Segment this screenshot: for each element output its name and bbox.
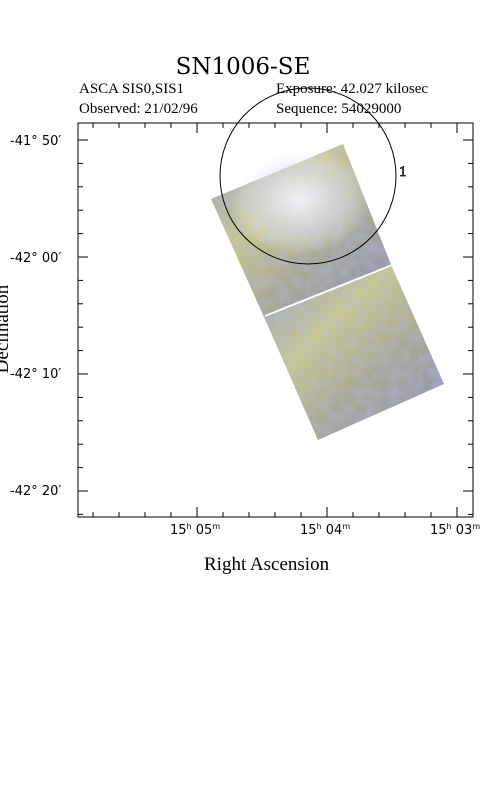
region-marker-label: 1 xyxy=(399,164,407,180)
bright-emission xyxy=(230,145,370,255)
y-tick-label: -42° 20′ xyxy=(10,484,61,499)
x-axis-title: Right Ascension xyxy=(204,554,330,575)
y-tick-label: -42° 00′ xyxy=(10,251,61,266)
x-tick-label: 15h 05m xyxy=(170,522,220,538)
y-tick-label: -41° 50′ xyxy=(10,134,61,149)
exposure-label: Exposure: 42.027 kilosec xyxy=(276,81,429,97)
plot-title: SN1006-SE xyxy=(175,54,311,80)
x-tick-label: 15h 03m xyxy=(430,522,480,538)
y-tick-label: -42° 10′ xyxy=(10,367,61,382)
extraction-region-circle xyxy=(219,87,397,265)
instrument-label: ASCA SIS0,SIS1 xyxy=(79,81,185,97)
minor-ticks xyxy=(78,123,473,517)
observed-label: Observed: 21/02/96 xyxy=(79,101,198,117)
y-axis-title: Declination xyxy=(0,284,13,374)
x-tick-label: 15h 04m xyxy=(300,522,350,538)
